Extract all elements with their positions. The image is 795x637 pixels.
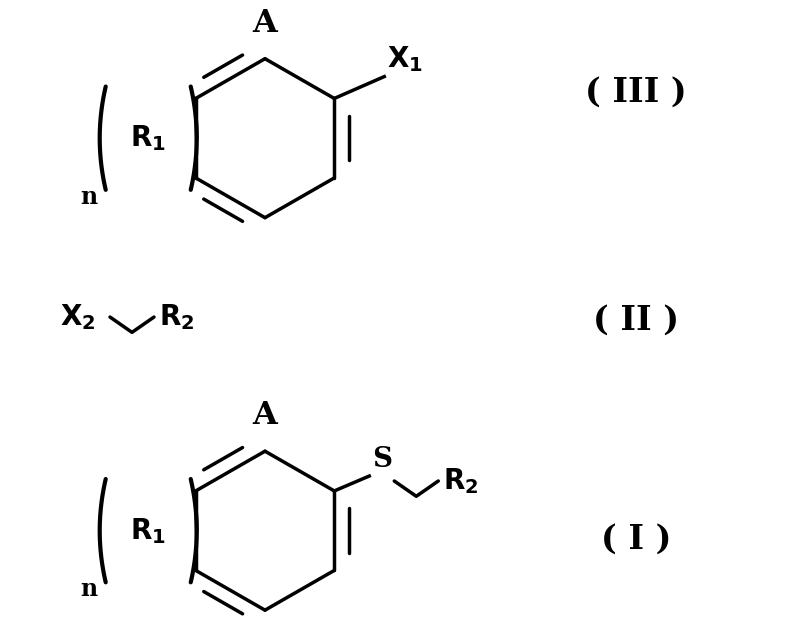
Text: $\mathbf{X_2}$: $\mathbf{X_2}$ <box>60 302 95 332</box>
Text: ( I ): ( I ) <box>601 522 671 555</box>
Text: ( III ): ( III ) <box>585 76 687 109</box>
Text: $\mathbf{R_{1}}$: $\mathbf{R_{1}}$ <box>130 124 165 153</box>
Text: A: A <box>253 400 277 431</box>
Text: $\mathbf{R_2}$: $\mathbf{R_2}$ <box>159 302 195 332</box>
Text: A: A <box>253 8 277 39</box>
Text: ( II ): ( II ) <box>593 304 679 337</box>
Text: $\mathbf{R_{1}}$: $\mathbf{R_{1}}$ <box>130 516 165 545</box>
Text: n: n <box>80 185 98 209</box>
Text: $\mathbf{R_2}$: $\mathbf{R_2}$ <box>444 466 479 496</box>
Text: S: S <box>372 446 392 473</box>
Text: n: n <box>80 577 98 601</box>
Text: $\mathbf{X_1}$: $\mathbf{X_1}$ <box>387 44 423 74</box>
